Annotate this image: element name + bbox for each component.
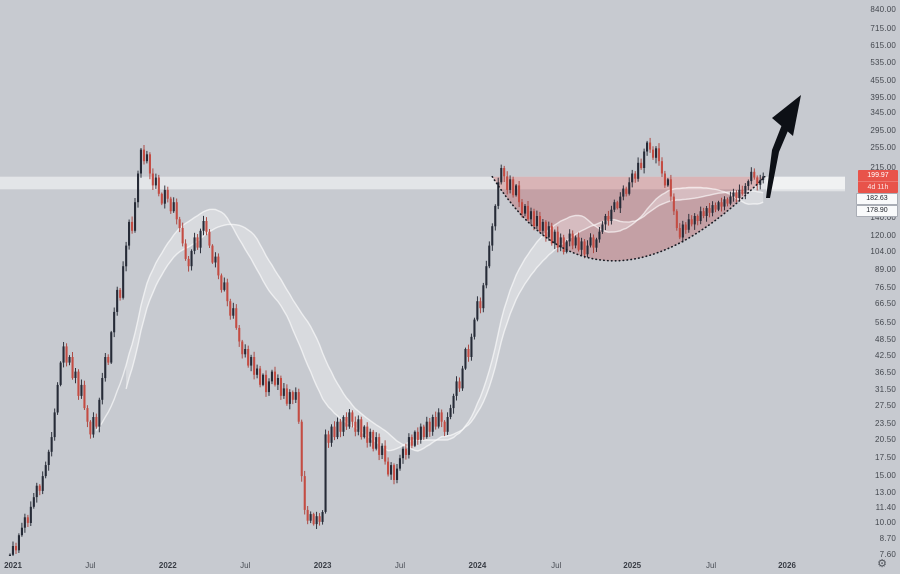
price-axis-label: 15.00	[874, 471, 896, 481]
price-axis-label: 23.50	[874, 419, 896, 429]
last-price-value: 199.97	[867, 172, 889, 180]
time-axis-year-label: 2021	[4, 561, 22, 570]
time-axis-month-label: Jul	[85, 561, 96, 570]
time-axis-month-label: Jul	[551, 561, 562, 570]
zone-price-label-1: 182.63	[856, 193, 898, 206]
price-axis-label: 56.50	[874, 317, 896, 327]
price-axis-label: 31.50	[874, 385, 896, 395]
price-axis-label: 615.00	[870, 41, 896, 51]
price-axis-label: 11.40	[875, 502, 896, 512]
price-axis-label: 42.50	[874, 350, 896, 360]
price-axis-label: 455.00	[870, 76, 896, 86]
time-axis-month-label: Jul	[705, 561, 717, 570]
price-axis-label: 13.00	[874, 487, 896, 497]
arrow-annotation[interactable]	[766, 95, 801, 198]
price-axis-label: 140.00	[870, 212, 896, 222]
price-axis-label: 48.50	[874, 335, 896, 345]
price-axis-label: 840.00	[870, 5, 896, 15]
price-axis-label: 36.50	[874, 368, 896, 378]
time-axis-year-label: 2022	[158, 561, 177, 570]
price-axis-label: 295.00	[870, 126, 896, 136]
time-axis-year-label: 2025	[623, 561, 642, 570]
price-axis-label: 8.70	[879, 534, 896, 544]
price-axis-label: 27.50	[874, 400, 896, 410]
price-axis-label: 66.50	[874, 298, 896, 308]
time-axis-month-label: Jul	[394, 561, 406, 570]
time-axis-year-label: 2026	[778, 561, 796, 570]
last-price-badge: 199.97 4d 11h	[858, 170, 898, 194]
settings-gear-icon[interactable]: ⚙	[877, 558, 887, 570]
price-axis-label: 76.50	[874, 282, 896, 292]
price-axis-label: 20.50	[874, 434, 896, 444]
price-axis-label: 395.00	[870, 92, 896, 102]
price-axis-label: 535.00	[870, 57, 896, 67]
price-axis-label: 10.00	[874, 518, 896, 527]
price-pane[interactable]	[0, 0, 900, 556]
bar-close-countdown: 4d 11h	[858, 181, 898, 193]
price-axis-label: 715.00	[870, 24, 896, 33]
zone-right-extension	[766, 176, 845, 192]
time-axis-year-label: 2024	[468, 561, 487, 570]
time-axis-month-label: Jul	[240, 561, 251, 570]
zone-price-label-2: 178.90	[856, 205, 898, 218]
price-axis-label: 104.00	[870, 247, 896, 256]
price-axis-label: 345.00	[870, 108, 896, 118]
time-axis-year-label: 2023	[313, 561, 332, 570]
price-axis-label: 120.00	[870, 230, 896, 240]
cup-pattern-arc[interactable]	[491, 175, 766, 262]
candles	[8, 137, 765, 556]
ma-slow-line	[125, 190, 764, 452]
resistance-zone[interactable]	[0, 176, 845, 190]
price-axis-label: 215.00	[870, 163, 896, 172]
price-axis-label: 17.50	[874, 453, 896, 463]
ma-fast-line	[95, 186, 764, 452]
price-axis-label: 89.00	[874, 265, 896, 275]
price-axis-label: 255.00	[870, 143, 896, 153]
price-axis-label: 7.60	[879, 549, 896, 559]
